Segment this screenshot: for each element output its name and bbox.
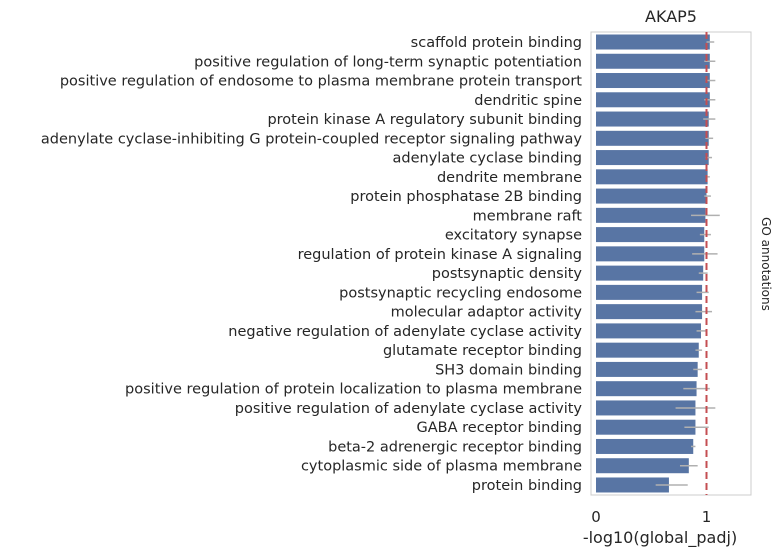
category-label: protein phosphatase 2B binding bbox=[350, 189, 582, 205]
category-label: positive regulation of endosome to plasm… bbox=[60, 74, 582, 90]
bar bbox=[596, 400, 696, 416]
category-label: dendrite membrane bbox=[437, 170, 582, 186]
category-label: positive regulation of long-term synapti… bbox=[194, 54, 582, 70]
category-label: glutamate receptor binding bbox=[383, 343, 582, 359]
bar bbox=[596, 458, 689, 474]
category-label: dendritic spine bbox=[474, 93, 582, 109]
bar bbox=[596, 34, 710, 50]
category-label: regulation of protein kinase A signaling bbox=[298, 247, 582, 263]
chart-title: AKAP5 bbox=[645, 7, 697, 26]
category-label: protein binding bbox=[472, 478, 582, 494]
bar bbox=[596, 419, 696, 435]
bar bbox=[596, 342, 699, 358]
bar bbox=[596, 73, 710, 89]
category-label: beta-2 adrenergic receptor binding bbox=[328, 439, 582, 455]
category-label: GABA receptor binding bbox=[417, 420, 582, 436]
category-label: SH3 domain binding bbox=[435, 362, 582, 378]
category-label: molecular adaptor activity bbox=[391, 305, 583, 321]
bar bbox=[596, 438, 694, 454]
category-label: excitatory synapse bbox=[445, 228, 582, 244]
category-label: positive regulation of adenylate cyclase… bbox=[235, 401, 583, 417]
bar bbox=[596, 188, 707, 204]
category-label: cytoplasmic side of plasma membrane bbox=[301, 459, 582, 475]
bar bbox=[596, 53, 710, 69]
category-label: positive regulation of protein localizat… bbox=[125, 382, 582, 398]
bar bbox=[596, 304, 703, 320]
bar bbox=[596, 207, 706, 223]
x-tick-label: 1 bbox=[702, 508, 712, 526]
category-label: scaffold protein binding bbox=[411, 35, 582, 51]
bar bbox=[596, 323, 701, 339]
bar bbox=[596, 361, 698, 377]
bar bbox=[596, 477, 669, 493]
bar bbox=[596, 92, 710, 108]
bar bbox=[596, 265, 704, 281]
x-axis-title: -log10(global_padj) bbox=[583, 528, 737, 548]
category-label: protein kinase A regulatory subunit bind… bbox=[267, 112, 582, 128]
bars-group bbox=[596, 34, 710, 493]
y-axis-title: GO annotations bbox=[759, 217, 773, 311]
bar bbox=[596, 381, 697, 397]
category-label: postsynaptic density bbox=[432, 266, 583, 282]
category-label: adenylate cyclase-inhibiting G protein-c… bbox=[41, 131, 582, 147]
bar bbox=[596, 246, 705, 262]
category-label: negative regulation of adenylate cyclase… bbox=[228, 324, 582, 340]
bar bbox=[596, 227, 705, 243]
bar bbox=[596, 130, 709, 146]
category-label: membrane raft bbox=[473, 208, 583, 224]
category-label: adenylate cyclase binding bbox=[393, 151, 582, 167]
bar bbox=[596, 284, 703, 300]
bar bbox=[596, 111, 709, 127]
category-labels-group: scaffold protein binding positive regulat… bbox=[41, 35, 582, 494]
category-label: postsynaptic recycling endosome bbox=[339, 285, 582, 301]
x-tick-label: 0 bbox=[591, 508, 601, 526]
bar bbox=[596, 169, 708, 185]
plot-area-frame bbox=[590, 31, 752, 496]
bar bbox=[596, 150, 709, 166]
